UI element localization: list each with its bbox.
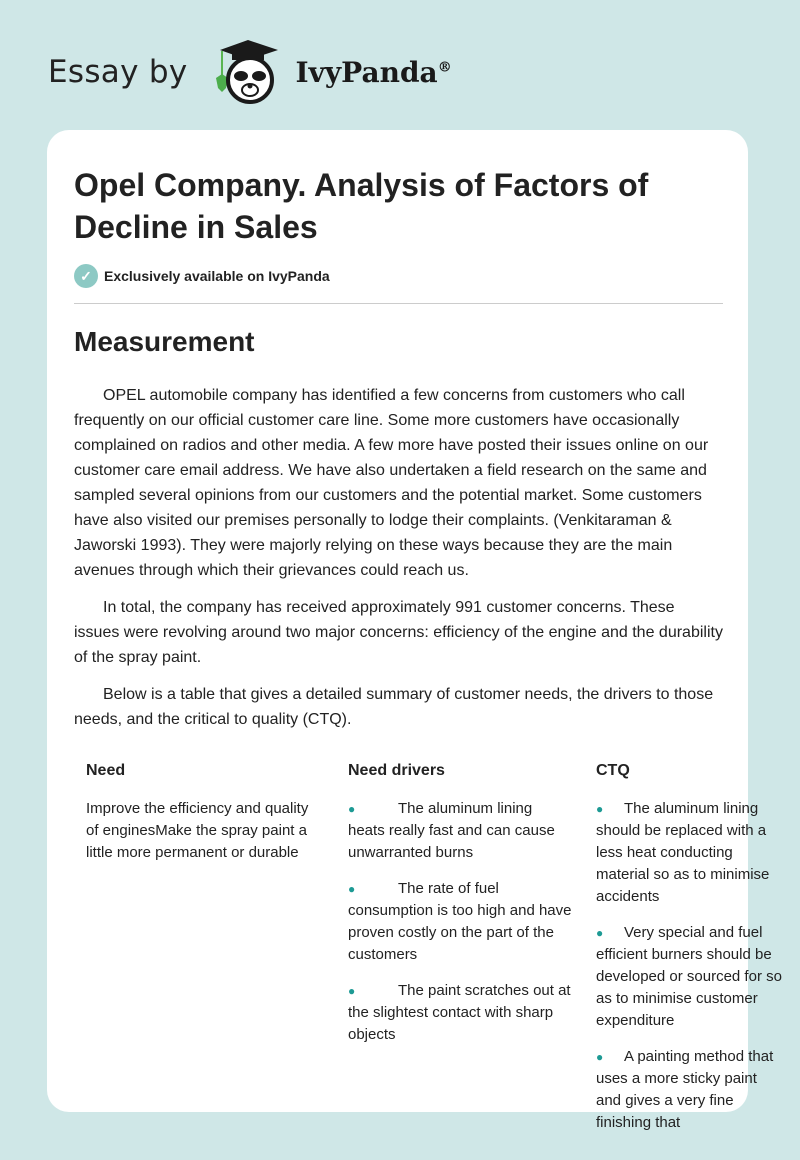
bullet-icon: ● [596,926,604,940]
essay-by-label: Essay by [48,54,188,90]
badge-label: Exclusively available on IvyPanda [104,268,330,284]
list-item: ● The paint scratches out at the slightes… [348,982,571,1043]
drivers-cell: ● The aluminum lining heats really fast a… [336,782,584,1148]
list-item: ● The rate of fuel consumption is too hig… [348,880,572,963]
essay-card: Opel Company. Analysis of Factors of Dec… [47,130,782,1131]
page-title: Opel Company. Analysis of Factors of Dec… [74,167,649,245]
ctq-cell: ● The aluminum lining should be replaced … [584,782,794,1148]
list-item: ● The aluminum lining should be replaced … [596,800,770,905]
column-header-ctq: CTQ [596,762,630,779]
list-item: ● A painting method that uses a more stic… [596,1048,774,1131]
paragraph: OPEL automobile company has identified a… [74,387,709,579]
bullet-icon: ● [596,802,604,816]
bullet-icon: ● [596,1050,604,1064]
section-heading: Measurement [74,326,255,357]
divider [74,303,723,304]
list-item: ● Very special and fuel efficient burners… [596,924,782,1029]
column-header-need: Need [86,762,126,779]
bullet-icon: ● [348,984,356,998]
ctq-table: Need Need drivers CTQ Improve the effici… [74,760,794,1148]
brand-name: IvyPanda® [295,55,452,89]
paragraph: Below is a table that gives a detailed s… [74,686,714,728]
bullet-icon: ● [348,802,356,816]
need-cell: Improve the efficiency and quality of en… [86,800,309,861]
paragraph: In total, the company has received appro… [74,599,723,666]
column-header-drivers: Need drivers [348,762,445,779]
article-body: OPEL automobile company has identified a… [74,383,724,744]
bullet-icon: ● [348,882,356,896]
site-header: Essay by IvyPanda® [48,40,452,104]
check-icon: ✓ [74,264,98,288]
list-item: ● The aluminum lining heats really fast a… [348,800,555,861]
exclusive-badge: ✓ Exclusively available on IvyPanda [74,264,330,288]
panda-logo-icon [215,40,278,104]
